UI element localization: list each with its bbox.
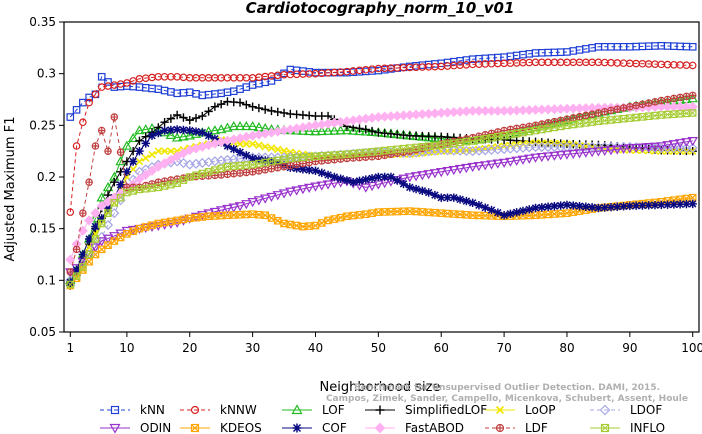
x-tick-label: 40 xyxy=(308,341,323,355)
x-tick-label: 90 xyxy=(622,341,637,355)
legend-label: COF xyxy=(322,421,347,434)
x-tick-label: 60 xyxy=(434,341,449,355)
legend-item-knnw: kNNW xyxy=(180,403,257,417)
legend-marker xyxy=(376,424,385,433)
x-axis: 1 10 20 30 40 50 60 70 80 90 100 xyxy=(66,332,702,355)
y-tick-label: 0.2 xyxy=(37,170,56,184)
legend-label: INFLO xyxy=(630,421,665,434)
y-tick-label: 0.25 xyxy=(29,118,56,132)
legend-label: kNNW xyxy=(220,403,257,417)
series-markers-knnw xyxy=(67,59,696,215)
x-tick-label: 80 xyxy=(559,341,574,355)
x-tick-label: 70 xyxy=(496,341,511,355)
legend-label: LoOP xyxy=(525,403,556,417)
series-line-inflo xyxy=(70,113,692,285)
legend-item-loop: LoOP xyxy=(485,403,556,417)
y-tick-label: 0.1 xyxy=(37,273,56,287)
legend-item-fastabod: FastABOD xyxy=(365,421,464,434)
legend-item-kdeos: KDEOS xyxy=(180,421,262,434)
legend-item-ldf: LDF xyxy=(485,421,548,434)
legend-item-ldof: LDOF xyxy=(590,403,662,417)
legend-label: LDF xyxy=(525,421,548,434)
legend-label: LOF xyxy=(322,403,345,417)
series-knnw xyxy=(67,59,696,215)
legend-label: FastABOD xyxy=(405,421,464,434)
y-axis-label: Adjusted Maximum F1 xyxy=(3,117,18,262)
chart-canvas: Cardiotocography_norm_10_v01 0.05 0.1 0.15… xyxy=(0,0,702,434)
legend-label: LDOF xyxy=(630,403,662,417)
y-tick-label: 0.05 xyxy=(29,325,56,339)
x-tick-label: 50 xyxy=(371,341,386,355)
y-axis: 0.05 0.1 0.15 0.2 0.25 0.3 0.35 xyxy=(29,15,64,339)
y-tick-label: 0.35 xyxy=(29,15,56,29)
chart-title: Cardiotocography_norm_10_v01 xyxy=(246,0,515,17)
legend-item-cof: COF xyxy=(282,421,347,434)
legend-item-inflo: INFLO xyxy=(590,421,665,434)
series-simplifiedlof xyxy=(66,97,697,289)
legend-item-lof: LOF xyxy=(282,403,345,417)
legend-item-knn: kNN xyxy=(100,403,165,417)
x-tick-label: 30 xyxy=(245,341,260,355)
series-markers-simplifiedlof xyxy=(66,97,697,289)
legend-label: SimplifiedLOF xyxy=(405,403,487,417)
legend-marker xyxy=(293,424,302,433)
legend: kNN kNNW LOF SimplifiedLOF LoOP LDOF ODIN KDEOS… xyxy=(100,403,665,434)
series-layer xyxy=(66,43,697,290)
legend-item-simplifiedlof: SimplifiedLOF xyxy=(365,403,487,417)
x-tick-label: 20 xyxy=(182,341,197,355)
watermark-line-1: Benchmark for Unsupervised Outlier Detec… xyxy=(354,383,660,393)
y-tick-label: 0.15 xyxy=(29,222,56,236)
x-tick-label: 10 xyxy=(119,341,134,355)
x-tick-label: 1 xyxy=(66,341,74,355)
legend-label: KDEOS xyxy=(220,421,262,434)
legend-item-odin: ODIN xyxy=(100,421,171,434)
legend-marker xyxy=(497,425,504,432)
legend-label: ODIN xyxy=(140,421,171,434)
legend-label: kNN xyxy=(140,403,165,417)
y-tick-label: 0.3 xyxy=(37,67,56,81)
x-tick-label: 100 xyxy=(681,341,702,355)
legend-marker xyxy=(376,406,385,415)
